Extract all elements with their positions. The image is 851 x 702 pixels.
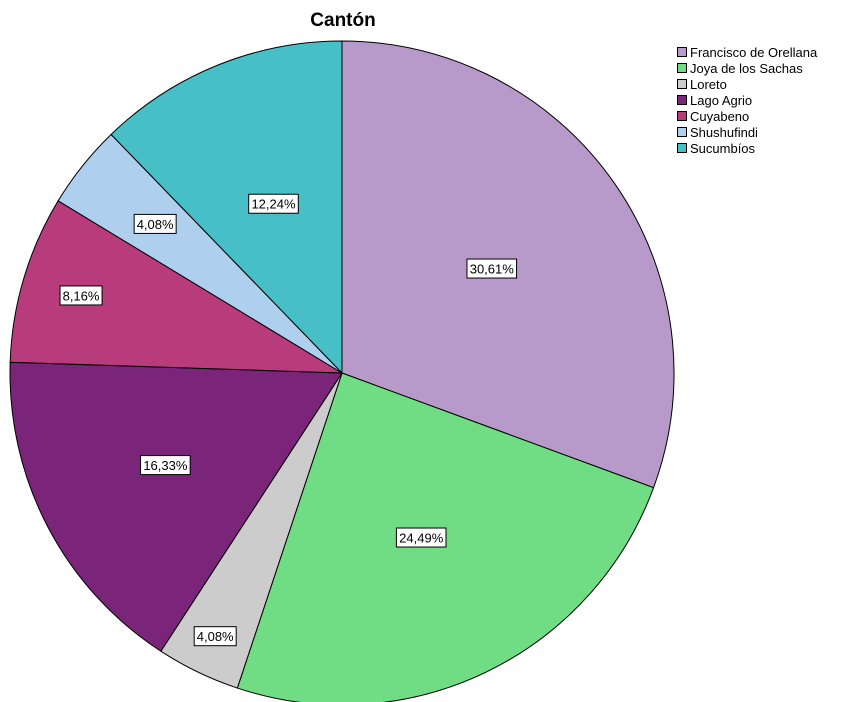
pie-slice-cuyabeno	[9, 200, 344, 374]
slice-percent-box	[193, 626, 237, 647]
pie-slice-lago-agrio	[9, 361, 343, 652]
legend-label: Lago Agrio	[690, 92, 753, 108]
slice-label-cuyabeno: 8,16%	[59, 285, 103, 306]
legend-item-shushufindi: Shushufindi	[677, 124, 817, 140]
slice-percent-box	[395, 527, 447, 548]
slice-percent-text: 12,24%	[251, 197, 296, 212]
legend-item-sucumbios: Sucumbíos	[677, 140, 817, 156]
slice-label-loreto: 4,08%	[193, 626, 237, 647]
legend-item-loreto: Loreto	[677, 76, 817, 92]
slice-label-francisco-de-orellana: 30,61%	[466, 258, 518, 279]
slice-label-joya-de-los-sachas: 24,49%	[395, 527, 447, 548]
legend-swatch	[677, 63, 687, 73]
slice-percent-box	[59, 285, 103, 306]
legend-item-francisco-de-orellana: Francisco de Orellana	[677, 44, 817, 60]
legend-label: Shushufindi	[690, 124, 758, 140]
legend-label: Loreto	[690, 76, 727, 92]
slice-percent-text: 16,33%	[143, 458, 188, 473]
pie-slice-sucumbios	[110, 40, 343, 375]
legend-label: Joya de los Sachas	[690, 60, 803, 76]
legend: Francisco de Orellana Joya de los Sachas L…	[677, 44, 817, 156]
legend-swatch	[677, 47, 687, 57]
slice-label-shushufindi: 4,08%	[133, 213, 177, 234]
slice-percent-text: 4,08%	[197, 629, 234, 644]
pie-labels: 30,61% 24,49% 4,08% 16,33% 8,16% 4,08% 12,24%	[59, 193, 518, 647]
slice-label-sucumbios: 12,24%	[248, 193, 299, 214]
slice-percent-text: 24,49%	[399, 531, 444, 546]
slice-percent-box	[466, 258, 518, 279]
slice-percent-text: 4,08%	[137, 217, 174, 232]
slice-percent-box	[133, 213, 177, 234]
legend-item-joya-de-los-sachas: Joya de los Sachas	[677, 60, 817, 76]
slice-percent-box	[140, 455, 191, 476]
slice-percent-text: 30,61%	[470, 262, 515, 277]
chart-title: Cantón	[310, 10, 376, 31]
legend-swatch	[677, 95, 687, 105]
legend-item-lago-agrio: Lago Agrio	[677, 92, 817, 108]
legend-swatch	[677, 79, 687, 89]
slice-label-lago-agrio: 16,33%	[140, 455, 191, 476]
pie-slices	[9, 40, 675, 702]
legend-swatch	[677, 111, 687, 121]
legend-item-cuyabeno: Cuyabeno	[677, 108, 817, 124]
legend-label: Francisco de Orellana	[690, 44, 818, 60]
slice-percent-text: 8,16%	[63, 288, 100, 303]
legend-swatch	[677, 143, 687, 153]
legend-label: Sucumbíos	[690, 140, 756, 156]
legend-label: Cuyabeno	[690, 108, 750, 124]
slice-percent-box	[248, 193, 299, 214]
legend-swatch	[677, 127, 687, 137]
